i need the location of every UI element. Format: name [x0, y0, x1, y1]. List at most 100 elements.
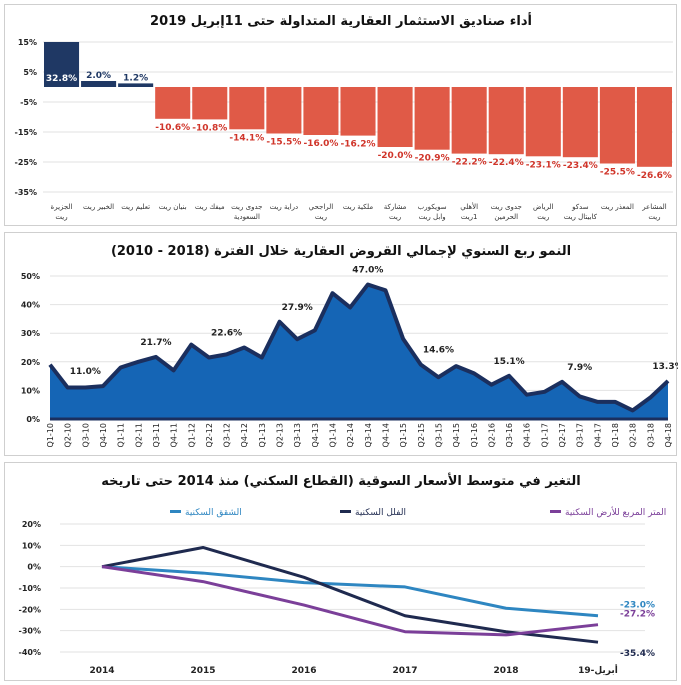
legend-swatch [550, 510, 561, 513]
x-tick-label: Q2-13 [276, 423, 285, 447]
bar-value-label: 32.8% [46, 74, 77, 84]
x-tick-label: Q2-10 [64, 423, 73, 447]
bar [636, 87, 672, 167]
x-tick-label: Q3-13 [293, 423, 302, 447]
x-tick-label: Q1-13 [258, 423, 267, 447]
bar [155, 87, 191, 119]
series-line [101, 565, 599, 637]
bar-chart: أداء صناديق الاستثمار العقارية المتداولة… [15, 12, 673, 221]
x-tick-label: Q1-17 [540, 423, 549, 447]
x-category-label: ملكية ريت [343, 203, 373, 211]
series-end-label: -23.0% [620, 601, 655, 611]
y-tick-label: 0% [26, 415, 40, 424]
x-category-label: الأهلي [460, 202, 478, 211]
x-category-label: ريت [537, 213, 549, 221]
x-tick-label: Q3-12 [223, 423, 232, 447]
y-tick-label: -40% [19, 648, 41, 657]
bar-value-label: -22.4% [489, 158, 524, 168]
bar [340, 87, 376, 136]
x-category-label: تعليم ريت [121, 203, 150, 211]
bar-value-label: -10.6% [155, 123, 190, 133]
bar-value-label: -20.0% [378, 151, 413, 161]
bar [192, 87, 228, 120]
legend-swatch [170, 510, 181, 513]
y-tick-label: -30% [19, 627, 41, 636]
series-line [101, 545, 599, 644]
data-annotation: 13.3% [652, 362, 678, 372]
data-annotation: 21.7% [140, 338, 171, 348]
area-fill [50, 284, 668, 419]
x-tick-label: 2018 [493, 666, 518, 676]
x-tick-label: Q4-14 [381, 423, 390, 447]
x-category-label: الجزيرة [51, 203, 73, 211]
x-tick-label: Q3-11 [152, 423, 161, 447]
bar [118, 83, 154, 87]
area-chart: النمو ربع السنوي لإجمالي القروض العقارية… [21, 244, 678, 447]
x-tick-label: Q2-18 [629, 423, 638, 447]
x-category-label: سدكو [571, 203, 589, 211]
legend-label: المتر المربع للأرض السكنية [565, 506, 666, 518]
x-category-label: كابيتال ريت [564, 213, 598, 221]
line-chart-panel: التغير في متوسط الأسعار السوقية (القطاع … [4, 462, 677, 681]
x-tick-label: 2014 [89, 666, 114, 676]
bar-value-label: -14.1% [229, 133, 264, 143]
bar [81, 81, 117, 87]
y-tick-label: 20% [22, 520, 41, 529]
x-tick-label: Q2-11 [134, 423, 143, 447]
x-category-label: الرياض [533, 203, 554, 211]
x-category-label: الحرمين [494, 213, 518, 221]
bar-value-label: -23.1% [526, 160, 561, 170]
x-tick-label: Q1-16 [470, 423, 479, 447]
x-category-label: السعودية [234, 213, 260, 221]
x-tick-label: 2015 [190, 666, 215, 676]
data-annotation: 47.0% [352, 266, 383, 276]
bar-value-label: -26.6% [637, 171, 672, 181]
x-category-label: وابل ريت [419, 213, 446, 221]
bar-value-label: -10.8% [192, 123, 227, 133]
x-category-label: ريت [389, 213, 401, 221]
bar [303, 87, 339, 135]
x-tick-label: 2017 [392, 666, 417, 676]
bar [525, 87, 561, 157]
x-category-label: الخبير ريت [83, 203, 114, 211]
bar [599, 87, 635, 164]
line-chart: التغير في متوسط الأسعار السوقية (القطاع … [19, 472, 667, 676]
x-category-label: ريت [55, 213, 67, 221]
x-category-label: ريت [648, 213, 660, 221]
x-tick-label: Q1-18 [611, 423, 620, 447]
y-tick-label: 50% [21, 272, 40, 281]
bar-value-label: -16.2% [341, 140, 376, 150]
x-category-label: مشاركة [384, 203, 407, 211]
x-category-label: سويكورب [418, 203, 447, 211]
bar-value-label: -22.2% [452, 158, 487, 168]
y-tick-label: -15% [15, 128, 37, 137]
x-tick-label: Q2-16 [487, 423, 496, 447]
x-category-label: المعذر ريت [601, 203, 634, 211]
bar-value-label: -15.5% [266, 138, 301, 148]
x-tick-label: أبريل-19 [578, 664, 618, 676]
bar [451, 87, 487, 154]
y-tick-label: 40% [21, 301, 40, 310]
bar [562, 87, 598, 158]
x-tick-label: Q3-18 [646, 423, 655, 447]
data-annotation: 11.0% [70, 367, 101, 377]
x-tick-label: Q1-14 [329, 423, 338, 447]
x-category-label: 1ريت [461, 213, 478, 221]
x-tick-label: Q3-15 [434, 423, 443, 447]
x-tick-label: Q3-14 [364, 423, 373, 447]
x-tick-label: Q3-10 [81, 423, 90, 447]
x-tick-label: Q3-17 [576, 423, 585, 447]
y-tick-label: 15% [18, 38, 37, 47]
bar-value-label: -25.5% [600, 168, 635, 178]
x-category-label: جدوى ريت [231, 203, 262, 211]
x-tick-label: Q4-12 [240, 423, 249, 447]
x-category-label: الراجحي [309, 203, 334, 211]
bar [414, 87, 450, 150]
y-tick-label: 10% [21, 386, 40, 395]
x-tick-label: Q2-15 [417, 423, 426, 447]
y-tick-label: -35% [15, 188, 37, 197]
y-tick-label: 5% [23, 68, 37, 77]
area-chart-panel: النمو ربع السنوي لإجمالي القروض العقارية… [4, 232, 678, 456]
bar-value-label: -23.4% [563, 161, 598, 171]
bar [229, 87, 265, 130]
